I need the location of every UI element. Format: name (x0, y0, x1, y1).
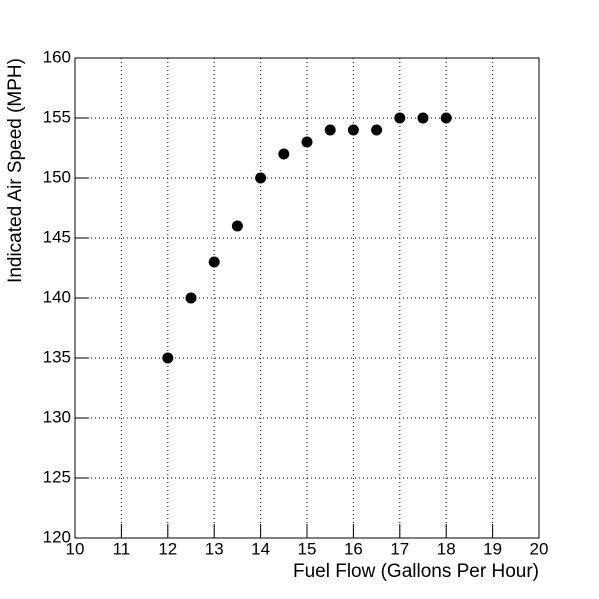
x-tick-label: 14 (251, 539, 270, 558)
point (185, 292, 197, 304)
x-tick-label: 13 (205, 539, 224, 558)
y-tick-label: 125 (43, 467, 71, 486)
point (417, 112, 429, 124)
point (255, 172, 267, 184)
x-tick-label: 19 (483, 539, 502, 558)
x-axis-title: Fuel Flow (Gallons Per Hour) (293, 561, 539, 582)
x-tick-label: 15 (298, 539, 317, 558)
y-tick-label: 155 (43, 107, 71, 126)
point (394, 112, 406, 124)
y-tick-label: 135 (43, 347, 71, 366)
y-tick-label: 140 (43, 287, 71, 306)
point (324, 124, 336, 136)
y-axis-title: Indicated Air Speed (MPH) (5, 58, 26, 283)
point (208, 256, 220, 268)
x-tick-label: 11 (113, 539, 131, 558)
point (278, 148, 290, 160)
y-tick-label: 150 (43, 167, 71, 186)
point (162, 352, 174, 364)
point (347, 124, 359, 136)
y-tick-label: 160 (43, 47, 71, 66)
point (301, 136, 313, 148)
point (231, 220, 243, 232)
point (440, 112, 452, 124)
x-tick-label: 20 (530, 539, 549, 558)
x-tick-label: 10 (66, 539, 85, 558)
point (371, 124, 383, 136)
y-tick-label: 130 (43, 407, 71, 426)
y-tick-label: 120 (43, 527, 71, 546)
x-tick-label: 16 (344, 539, 363, 558)
x-tick-label: 17 (390, 539, 409, 558)
x-tick-label: 18 (437, 539, 456, 558)
y-tick-label: 145 (43, 227, 71, 246)
x-tick-label: 12 (158, 539, 177, 558)
